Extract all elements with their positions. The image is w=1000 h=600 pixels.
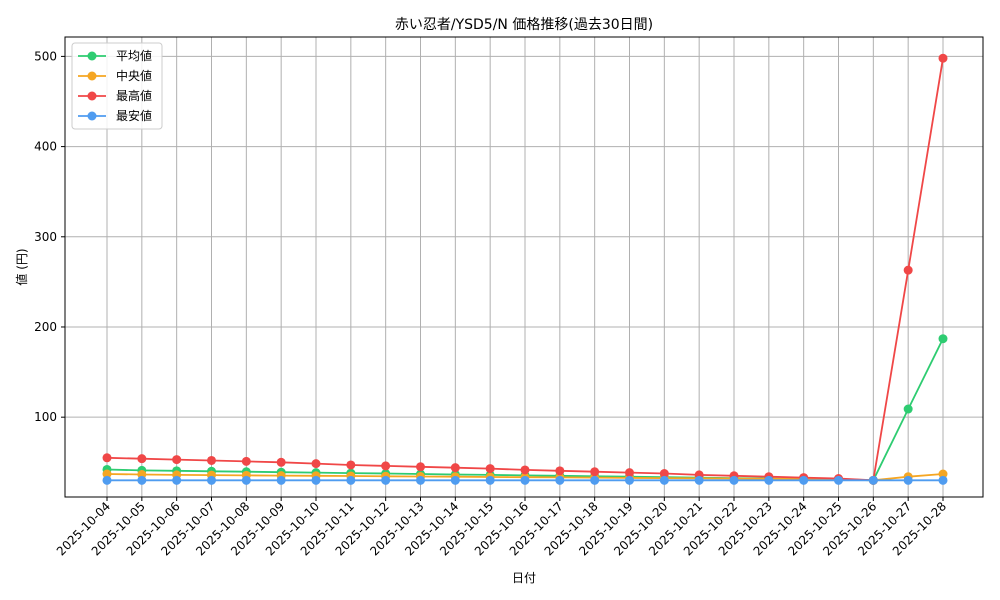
series-point xyxy=(276,457,286,467)
series-point xyxy=(137,454,147,464)
series-point xyxy=(729,475,739,485)
series-point xyxy=(903,265,913,275)
series-point xyxy=(346,460,356,470)
series-point xyxy=(416,475,425,485)
series-point xyxy=(241,456,251,466)
series-point xyxy=(903,475,913,485)
series-point xyxy=(311,475,321,485)
series-point xyxy=(137,475,147,485)
series-point xyxy=(938,53,948,63)
series-point xyxy=(485,464,495,474)
series-point xyxy=(834,475,843,485)
series-point xyxy=(346,475,356,485)
series-point xyxy=(172,455,182,465)
series-point xyxy=(590,475,600,485)
series-point xyxy=(450,463,460,473)
series-point xyxy=(241,475,251,485)
series-point xyxy=(625,475,634,485)
series-point xyxy=(311,459,321,469)
plot-frame xyxy=(64,36,984,498)
series-point xyxy=(381,461,391,471)
series-point xyxy=(555,466,565,476)
series-point xyxy=(416,462,425,472)
series-point xyxy=(485,475,495,485)
legend-marker xyxy=(87,51,97,61)
series-point xyxy=(625,468,634,478)
y-tick-label: 400 xyxy=(34,140,57,154)
grid-lines xyxy=(65,37,983,497)
series-point xyxy=(172,475,182,485)
legend-box xyxy=(71,42,163,130)
series-point xyxy=(102,469,112,479)
legend-marker xyxy=(87,91,97,101)
y-tick-label: 100 xyxy=(34,410,57,424)
series-point xyxy=(102,453,112,463)
legend-label: 最安値 xyxy=(116,108,152,123)
chart-title: 赤い忍者/YSD5/N 価格推移(過去30日間) xyxy=(395,17,653,33)
series-point xyxy=(102,475,112,485)
series-point xyxy=(903,404,913,414)
y-tick-label: 200 xyxy=(34,320,57,334)
y-axis-title: 値 (円) xyxy=(14,248,29,285)
y-tick-label: 500 xyxy=(34,49,57,63)
legend-marker xyxy=(87,71,97,81)
legend-label: 最高値 xyxy=(116,88,152,103)
series-point xyxy=(938,475,948,485)
series-point xyxy=(694,475,704,485)
series-point xyxy=(450,475,460,485)
series-point xyxy=(207,475,216,485)
legend-marker xyxy=(87,111,97,121)
series-point xyxy=(938,469,948,479)
series-point xyxy=(590,467,600,477)
series-point xyxy=(207,455,216,465)
legend-label: 中央値 xyxy=(116,68,152,83)
y-tick-label: 300 xyxy=(34,230,57,244)
series-point xyxy=(520,465,530,475)
legend-label: 平均値 xyxy=(116,48,152,63)
series-point xyxy=(276,475,286,485)
series-point xyxy=(868,475,878,485)
series-point xyxy=(659,475,669,485)
series-point xyxy=(764,475,774,485)
series-point xyxy=(381,475,391,485)
series-point xyxy=(659,469,669,479)
x-axis-title: 日付 xyxy=(512,571,536,585)
series-point xyxy=(520,475,530,485)
series-layer xyxy=(102,53,948,485)
series-point xyxy=(799,475,809,485)
series-point xyxy=(938,334,948,344)
series-point xyxy=(555,475,565,485)
